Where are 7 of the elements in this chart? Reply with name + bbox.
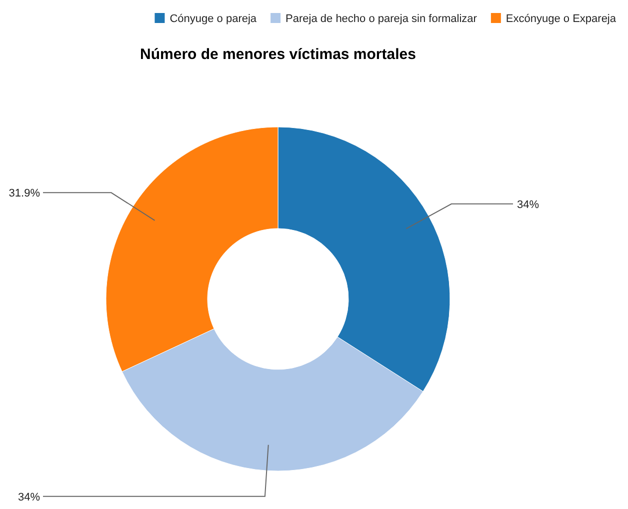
data-label: 34% bbox=[517, 198, 540, 211]
legend-label: Cónyuge o pareja bbox=[170, 13, 258, 25]
data-label: 31.9% bbox=[8, 188, 40, 200]
text: Número de menores víctimas mortales bbox=[140, 46, 416, 63]
data-label: 34% bbox=[18, 491, 40, 504]
legend-label: Pareja de hecho o pareja sin formalizar bbox=[286, 13, 478, 25]
legend-label: Excónyuge o Expareja bbox=[506, 13, 617, 25]
